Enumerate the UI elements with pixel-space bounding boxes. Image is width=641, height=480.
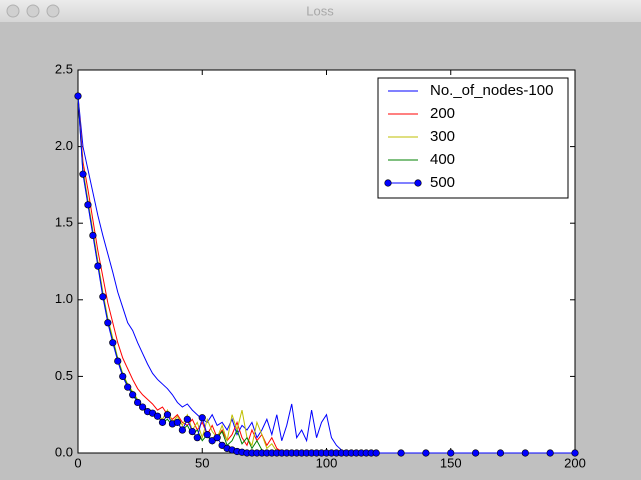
data-point <box>546 449 554 457</box>
data-point <box>79 170 87 178</box>
data-point <box>193 434 201 442</box>
data-point <box>198 414 206 422</box>
data-point <box>114 357 122 365</box>
data-point <box>188 427 196 436</box>
x-tick-label: 50 <box>195 455 209 470</box>
legend-label: 500 <box>430 174 455 191</box>
data-point <box>129 391 137 399</box>
data-point <box>571 449 579 457</box>
y-tick-label: 2.5 <box>55 61 73 76</box>
y-tick-label: 0.0 <box>55 444 73 459</box>
zoom-button[interactable] <box>46 4 60 18</box>
title-bar <box>0 0 641 22</box>
data-point <box>94 262 102 270</box>
data-point <box>89 231 97 240</box>
data-point <box>447 449 455 457</box>
data-point <box>213 434 221 442</box>
window-title: Loss <box>306 3 334 18</box>
x-tick-label: 0 <box>74 455 81 470</box>
data-point <box>203 431 211 439</box>
legend-marker <box>414 179 422 187</box>
legend-label: 400 <box>430 151 455 168</box>
x-tick-label: 200 <box>564 455 586 470</box>
data-point <box>99 293 107 301</box>
minimize-button[interactable] <box>26 4 40 18</box>
x-tick-label: 100 <box>316 455 338 470</box>
data-point <box>372 449 380 457</box>
y-tick-label: 1.0 <box>55 291 73 306</box>
legend-box <box>377 77 569 199</box>
y-tick-label: 2.0 <box>55 138 73 153</box>
legend-marker <box>384 179 392 187</box>
data-point <box>74 92 82 100</box>
y-tick-label: 0.5 <box>55 368 73 383</box>
legend-label: 200 <box>430 105 455 122</box>
y-tick-label: 1.5 <box>55 215 73 230</box>
data-point <box>84 201 92 209</box>
data-point <box>178 426 186 434</box>
legend-label: No._of_nodes-100 <box>430 82 553 99</box>
data-point <box>158 418 167 426</box>
data-point <box>472 449 480 457</box>
data-point <box>139 403 147 411</box>
data-point <box>104 319 112 327</box>
data-point <box>153 412 162 420</box>
data-point <box>124 383 132 391</box>
data-point <box>496 449 505 457</box>
data-point <box>134 398 142 407</box>
data-point <box>109 339 117 347</box>
close-button[interactable] <box>6 4 20 18</box>
data-point <box>173 418 181 426</box>
data-point <box>163 411 172 419</box>
legend-label: 300 <box>430 128 455 145</box>
x-tick-label: 150 <box>440 455 462 470</box>
data-point <box>183 415 191 423</box>
data-point <box>397 449 405 457</box>
data-point <box>422 449 430 457</box>
data-point <box>119 372 127 381</box>
data-point <box>521 449 529 457</box>
